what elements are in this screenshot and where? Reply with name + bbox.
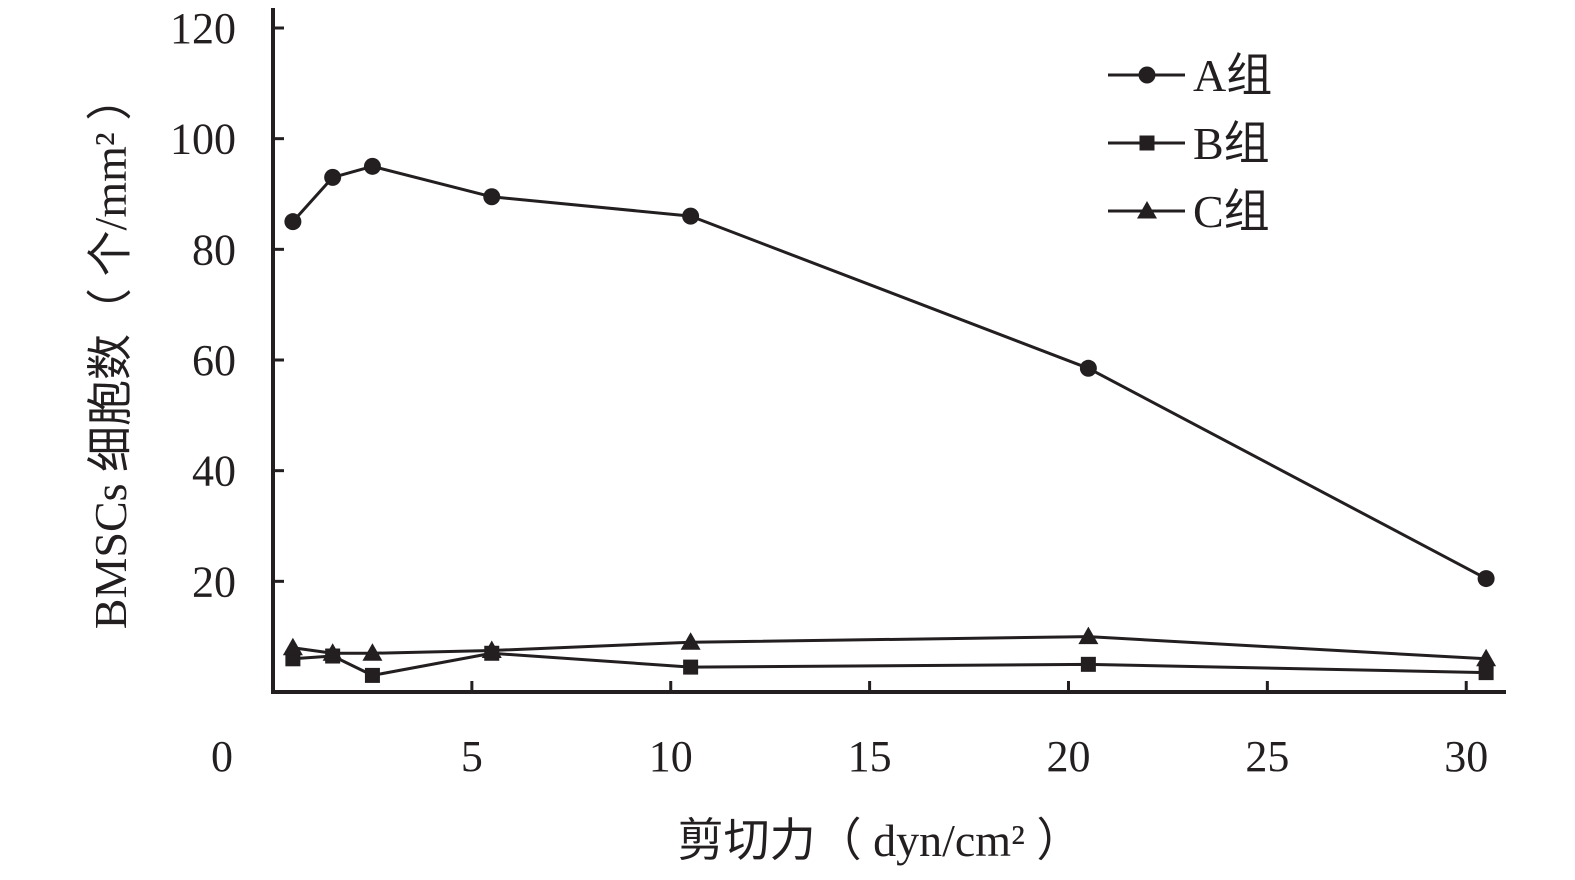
legend-label: B组 bbox=[1193, 118, 1270, 169]
legend-label: C组 bbox=[1193, 186, 1270, 237]
data-point bbox=[324, 168, 342, 186]
series-line bbox=[291, 164, 1487, 580]
data-point bbox=[680, 632, 701, 650]
x-tick-label: 5 bbox=[461, 732, 483, 781]
data-point bbox=[1477, 570, 1495, 588]
x-tick-label: 25 bbox=[1245, 732, 1289, 781]
data-point bbox=[362, 643, 383, 661]
x-tick-label: 0 bbox=[211, 732, 233, 781]
data-point bbox=[364, 667, 380, 683]
data-point bbox=[1080, 656, 1096, 672]
x-tick-label: 10 bbox=[649, 732, 693, 781]
data-point bbox=[282, 637, 303, 656]
data-point bbox=[481, 640, 502, 658]
legend-item: B组 bbox=[1108, 118, 1270, 169]
y-tick-label: 120 bbox=[170, 4, 236, 53]
data-point bbox=[284, 213, 302, 231]
series-circle bbox=[284, 157, 1495, 588]
x-axis-title: 剪切力（ dyn/cm² ） bbox=[678, 815, 1083, 866]
data-point bbox=[322, 643, 343, 661]
data-point bbox=[1476, 648, 1497, 667]
legend-marker-triangle bbox=[1137, 201, 1157, 219]
data-point bbox=[683, 659, 699, 675]
data-point bbox=[1478, 665, 1494, 681]
data-point bbox=[363, 157, 381, 175]
data-point bbox=[483, 188, 501, 206]
x-tick-label: 30 bbox=[1444, 732, 1488, 781]
y-axis-title: BMSCs 细胞数（ 个/mm² ） bbox=[85, 75, 136, 629]
y-tick-label: 80 bbox=[192, 225, 236, 274]
y-tick-label: 40 bbox=[192, 447, 236, 496]
series-line bbox=[292, 651, 1487, 677]
legend-marker-square bbox=[1139, 135, 1155, 151]
data-point bbox=[1079, 359, 1097, 377]
legend: A组 B组 C组 bbox=[1108, 50, 1272, 237]
axes bbox=[271, 8, 1506, 694]
legend-label: A组 bbox=[1193, 50, 1272, 101]
legend-marker-circle bbox=[1138, 66, 1156, 84]
series-group bbox=[282, 157, 1497, 683]
y-tick-label: 100 bbox=[170, 115, 236, 164]
x-tick-label: 15 bbox=[848, 732, 892, 781]
legend-item: A组 bbox=[1108, 50, 1272, 101]
x-tick-label: 20 bbox=[1046, 732, 1090, 781]
tick-labels: 20 40 60 80 100 120 0 5 10 15 20 25 30 bbox=[170, 4, 1488, 781]
legend-item: C组 bbox=[1108, 186, 1270, 237]
series-triangle bbox=[282, 626, 1497, 667]
data-point bbox=[1078, 626, 1099, 645]
y-tick-label: 60 bbox=[192, 336, 236, 385]
y-tick-label: 20 bbox=[192, 557, 236, 606]
data-point bbox=[682, 207, 700, 225]
